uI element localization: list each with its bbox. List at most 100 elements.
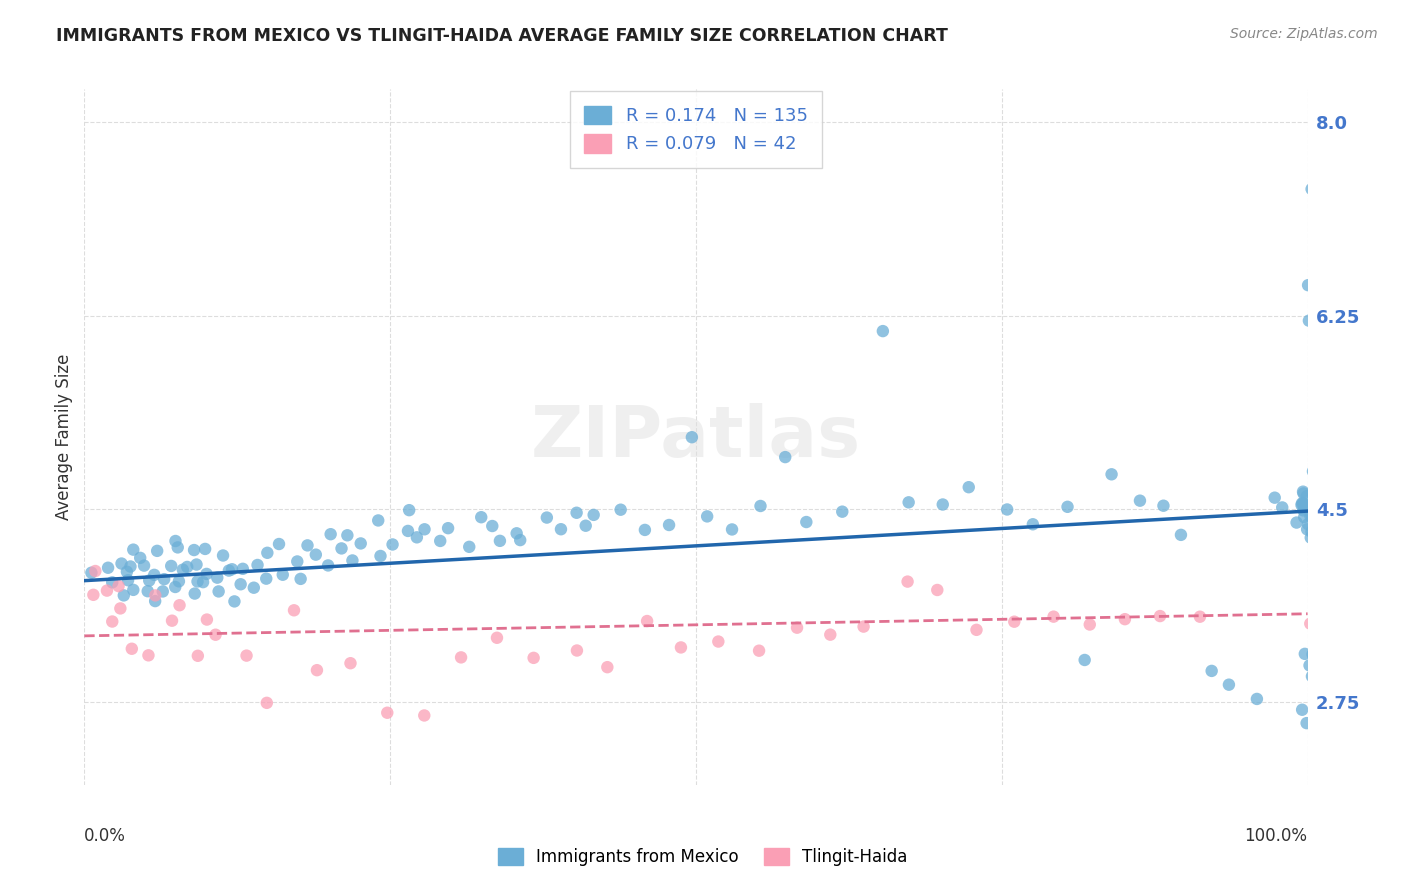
- Point: [1170, 528, 1192, 542]
- Point: [107, 579, 129, 593]
- Point: [509, 533, 531, 547]
- Point: [1292, 486, 1315, 500]
- Point: [748, 643, 770, 657]
- Point: [481, 519, 503, 533]
- Point: [339, 657, 361, 671]
- Point: [246, 558, 269, 572]
- Point: [121, 641, 143, 656]
- Point: [208, 584, 231, 599]
- Point: [165, 534, 187, 549]
- Point: [101, 575, 124, 590]
- Point: [1301, 669, 1323, 683]
- Point: [80, 566, 103, 580]
- Point: [146, 544, 169, 558]
- Point: [1201, 664, 1223, 678]
- Point: [1078, 617, 1101, 632]
- Point: [194, 541, 217, 556]
- Point: [1291, 703, 1313, 717]
- Point: [398, 503, 420, 517]
- Point: [122, 542, 145, 557]
- Point: [565, 506, 588, 520]
- Point: [132, 558, 155, 573]
- Point: [1291, 498, 1313, 512]
- Point: [852, 619, 875, 633]
- Point: [1292, 503, 1315, 517]
- Point: [243, 581, 266, 595]
- Point: [232, 562, 254, 576]
- Point: [1299, 509, 1322, 524]
- Point: [458, 540, 481, 554]
- Point: [285, 554, 308, 568]
- Point: [1022, 517, 1045, 532]
- Point: [1101, 467, 1123, 482]
- Point: [565, 643, 588, 657]
- Point: [658, 518, 681, 533]
- Point: [138, 574, 160, 588]
- Point: [582, 508, 605, 522]
- Point: [1291, 496, 1313, 510]
- Point: [897, 574, 920, 589]
- Point: [96, 583, 118, 598]
- Point: [207, 571, 229, 585]
- Point: [696, 509, 718, 524]
- Point: [195, 613, 218, 627]
- Point: [1292, 498, 1315, 512]
- Point: [143, 594, 166, 608]
- Point: [256, 696, 278, 710]
- Point: [1264, 491, 1286, 505]
- Point: [523, 651, 546, 665]
- Point: [350, 536, 373, 550]
- Point: [1042, 609, 1064, 624]
- Point: [136, 584, 159, 599]
- Point: [183, 543, 205, 558]
- Point: [1298, 501, 1320, 516]
- Y-axis label: Average Family Size: Average Family Size: [55, 354, 73, 520]
- Point: [1149, 609, 1171, 624]
- Point: [1188, 609, 1211, 624]
- Point: [195, 566, 218, 581]
- Point: [1301, 182, 1323, 196]
- Point: [342, 553, 364, 567]
- Point: [1302, 464, 1324, 478]
- Point: [84, 564, 107, 578]
- Point: [1152, 499, 1174, 513]
- Point: [536, 510, 558, 524]
- Point: [1302, 488, 1324, 502]
- Point: [187, 648, 209, 663]
- Point: [1296, 522, 1319, 536]
- Point: [305, 548, 328, 562]
- Point: [1056, 500, 1078, 514]
- Point: [224, 594, 246, 608]
- Point: [271, 567, 294, 582]
- Point: [786, 621, 808, 635]
- Point: [381, 537, 404, 551]
- Point: [138, 648, 160, 663]
- Point: [172, 563, 194, 577]
- Point: [1292, 496, 1315, 510]
- Point: [550, 522, 572, 536]
- Point: [1246, 692, 1268, 706]
- Point: [169, 598, 191, 612]
- Point: [396, 524, 419, 538]
- Point: [112, 588, 135, 602]
- Text: 0.0%: 0.0%: [84, 827, 127, 845]
- Point: [330, 541, 353, 556]
- Point: [176, 560, 198, 574]
- Point: [143, 588, 166, 602]
- Point: [966, 623, 988, 637]
- Point: [166, 541, 188, 555]
- Point: [221, 562, 243, 576]
- Point: [450, 650, 472, 665]
- Point: [152, 584, 174, 599]
- Text: ZIPatlas: ZIPatlas: [531, 402, 860, 472]
- Point: [721, 523, 744, 537]
- Point: [82, 588, 104, 602]
- Point: [1299, 616, 1322, 631]
- Point: [1114, 612, 1136, 626]
- Point: [1285, 516, 1308, 530]
- Point: [1299, 531, 1322, 545]
- Point: [575, 518, 598, 533]
- Point: [1271, 500, 1294, 515]
- Point: [167, 574, 190, 589]
- Point: [596, 660, 619, 674]
